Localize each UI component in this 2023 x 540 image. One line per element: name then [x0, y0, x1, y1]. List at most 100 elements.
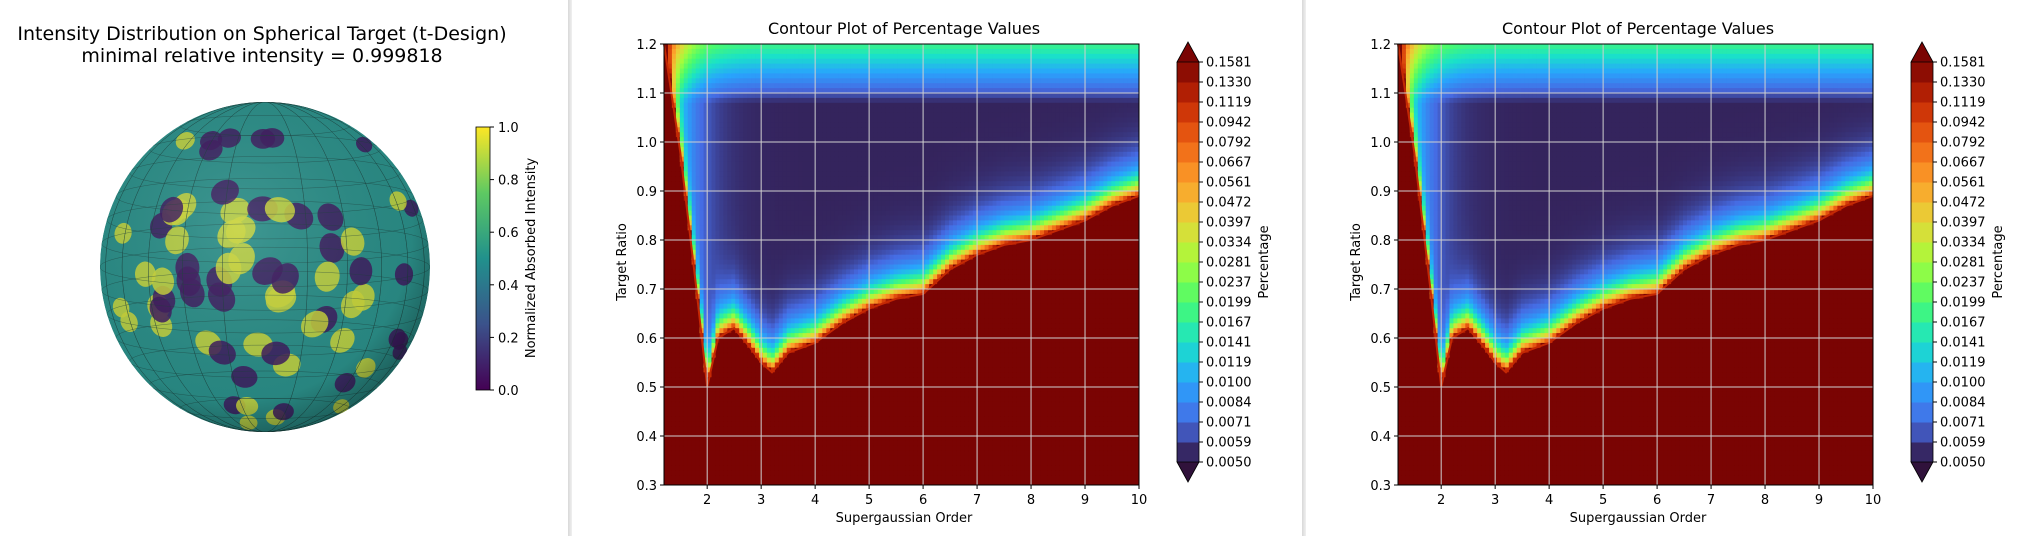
sphere-title: Intensity Distribution on Spherical Targ…: [17, 23, 506, 45]
colorbar-band: [1177, 142, 1199, 163]
colorbar-band: [1177, 222, 1199, 243]
colorbar-tick-label: 0.1581: [1940, 56, 1986, 71]
y-tick-label: 0.5: [636, 381, 657, 396]
colorbar-tick-label: 0.0397: [1206, 216, 1252, 231]
colorbar-tick-label: 0.0071: [1940, 416, 1986, 431]
colorbar-band: [1911, 322, 1933, 343]
sphere-shading: [100, 102, 430, 432]
colorbar-tick-label: 0.0397: [1940, 216, 1986, 231]
contour-panel-1: Contour Plot of Percentage Values Superg…: [572, 0, 1302, 536]
colorbar-tick-label: 0.0119: [1206, 356, 1252, 371]
colorbar-band: [1911, 62, 1933, 83]
colorbar-tick-label: 0.0050: [1940, 456, 1986, 471]
sphere-subtitle: minimal relative intensity = 0.999818: [81, 45, 442, 67]
x-axis-label: Supergaussian Order: [1570, 511, 1707, 526]
colorbar-extend-max: [1177, 42, 1199, 62]
colorbar-tick-label: 0.0792: [1940, 136, 1986, 151]
x-tick-label: 3: [1491, 493, 1499, 508]
colorbar-tick-label: 0.0942: [1940, 116, 1986, 131]
y-tick-label: 1.1: [1370, 87, 1391, 102]
y-tick-label: 1.1: [636, 87, 657, 102]
y-tick-label: 0.7: [1370, 283, 1391, 298]
colorbar-band: [1177, 402, 1199, 423]
x-tick-label: 5: [1599, 493, 1607, 508]
y-axis-label: Target Ratio: [615, 223, 630, 302]
colorbar-tick-label: 0.0334: [1940, 236, 1986, 251]
y-tick-label: 0.6: [1370, 332, 1391, 347]
y-tick-label: 0.8: [1370, 234, 1391, 249]
x-tick-label: 9: [1081, 493, 1089, 508]
colorbar-band: [1911, 222, 1933, 243]
y-tick-label: 0.5: [1370, 381, 1391, 396]
sphere-surface: [100, 102, 430, 432]
colorbar-band: [1177, 242, 1199, 263]
colorbar-band: [1911, 102, 1933, 123]
colorbar-band: [1911, 162, 1933, 183]
colorbar-extend-max: [1911, 42, 1933, 62]
y-tick-label: 0.9: [1370, 185, 1391, 200]
colorbar-band: [1911, 442, 1933, 463]
colorbar-tick-label: 1.0: [498, 121, 519, 136]
contour-panel-2: Contour Plot of Percentage Values Superg…: [1306, 0, 2023, 536]
sphere-panel: Intensity Distribution on Spherical Targ…: [0, 0, 568, 536]
y-tick-label: 0.3: [1370, 479, 1391, 494]
colorbar-tick-label: 0.0561: [1940, 176, 1986, 191]
colorbar-band: [1911, 282, 1933, 303]
x-tick-label: 9: [1815, 493, 1823, 508]
colorbar-band: [1911, 242, 1933, 263]
colorbar-tick-label: 0.0792: [1206, 136, 1252, 151]
colorbar-band: [1911, 202, 1933, 223]
colorbar-tick-label: 0.0281: [1940, 256, 1986, 271]
colorbar-label: Percentage: [1257, 225, 1272, 298]
colorbar-tick-label: 0.0472: [1206, 196, 1252, 211]
contour-chart-2: Contour Plot of Percentage Values Superg…: [1306, 0, 2023, 536]
colorbar-tick-label: 0.0199: [1206, 296, 1252, 311]
x-tick-label: 10: [1131, 493, 1148, 508]
colorbar-tick-label: 0.6: [498, 226, 519, 241]
y-tick-label: 1.2: [636, 38, 657, 53]
colorbar-extend-min: [1177, 462, 1199, 482]
colorbar-tick-label: 0.0059: [1206, 436, 1252, 451]
colorbar-band: [1177, 162, 1199, 183]
colorbar-tick-label: 0.0141: [1940, 336, 1986, 351]
colorbar-tick-label: 0.0141: [1206, 336, 1252, 351]
contour-title: Contour Plot of Percentage Values: [1502, 19, 1774, 38]
contour-chart-1: Contour Plot of Percentage Values Superg…: [572, 0, 1302, 536]
colorbar-tick-label: 0.0119: [1940, 356, 1986, 371]
colorbar-band: [1911, 402, 1933, 423]
colorbar-band: [1177, 282, 1199, 303]
colorbar-band: [1177, 322, 1199, 343]
colorbar-tick-label: 0.0084: [1206, 396, 1252, 411]
colorbar-band: [1177, 342, 1199, 363]
colorbar-tick-label: 0.0059: [1940, 436, 1986, 451]
colorbar-band: [1177, 362, 1199, 383]
x-tick-label: 5: [865, 493, 873, 508]
sphere-colorbar-label: Normalized Absorbed Intensity: [524, 158, 539, 359]
x-tick-label: 3: [757, 493, 765, 508]
colorbar-band: [1911, 262, 1933, 283]
colorbar-label: Percentage: [1991, 225, 2006, 298]
colorbar-band: [1177, 182, 1199, 203]
colorbar-tick-label: 0.0167: [1940, 316, 1986, 331]
colorbar-tick-label: 0.8: [498, 174, 519, 189]
colorbar-tick-label: 0.0237: [1206, 276, 1252, 291]
colorbar-band: [1177, 122, 1199, 143]
colorbar-tick-label: 0.0100: [1940, 376, 1986, 391]
y-axis-label: Target Ratio: [1349, 223, 1364, 302]
colorbar-band: [1911, 82, 1933, 103]
contour-plot-area: [1398, 44, 1873, 485]
x-tick-label: 10: [1865, 493, 1882, 508]
x-tick-label: 8: [1761, 493, 1769, 508]
colorbar-tick-label: 0.1330: [1206, 76, 1252, 91]
colorbar-band: [1177, 262, 1199, 283]
y-tick-label: 1.0: [636, 136, 657, 151]
colorbar-tick-label: 0.2: [498, 331, 519, 346]
colorbar-tick-label: 0.0334: [1206, 236, 1252, 251]
colorbar-band: [1177, 82, 1199, 103]
colorbar-extend-min: [1911, 462, 1933, 482]
colorbar-tick-label: 0.0: [498, 384, 519, 399]
colorbar-tick-label: 0.0199: [1940, 296, 1986, 311]
colorbar-tick-label: 0.0561: [1206, 176, 1252, 191]
x-axis-label: Supergaussian Order: [836, 511, 973, 526]
x-tick-label: 7: [973, 493, 981, 508]
